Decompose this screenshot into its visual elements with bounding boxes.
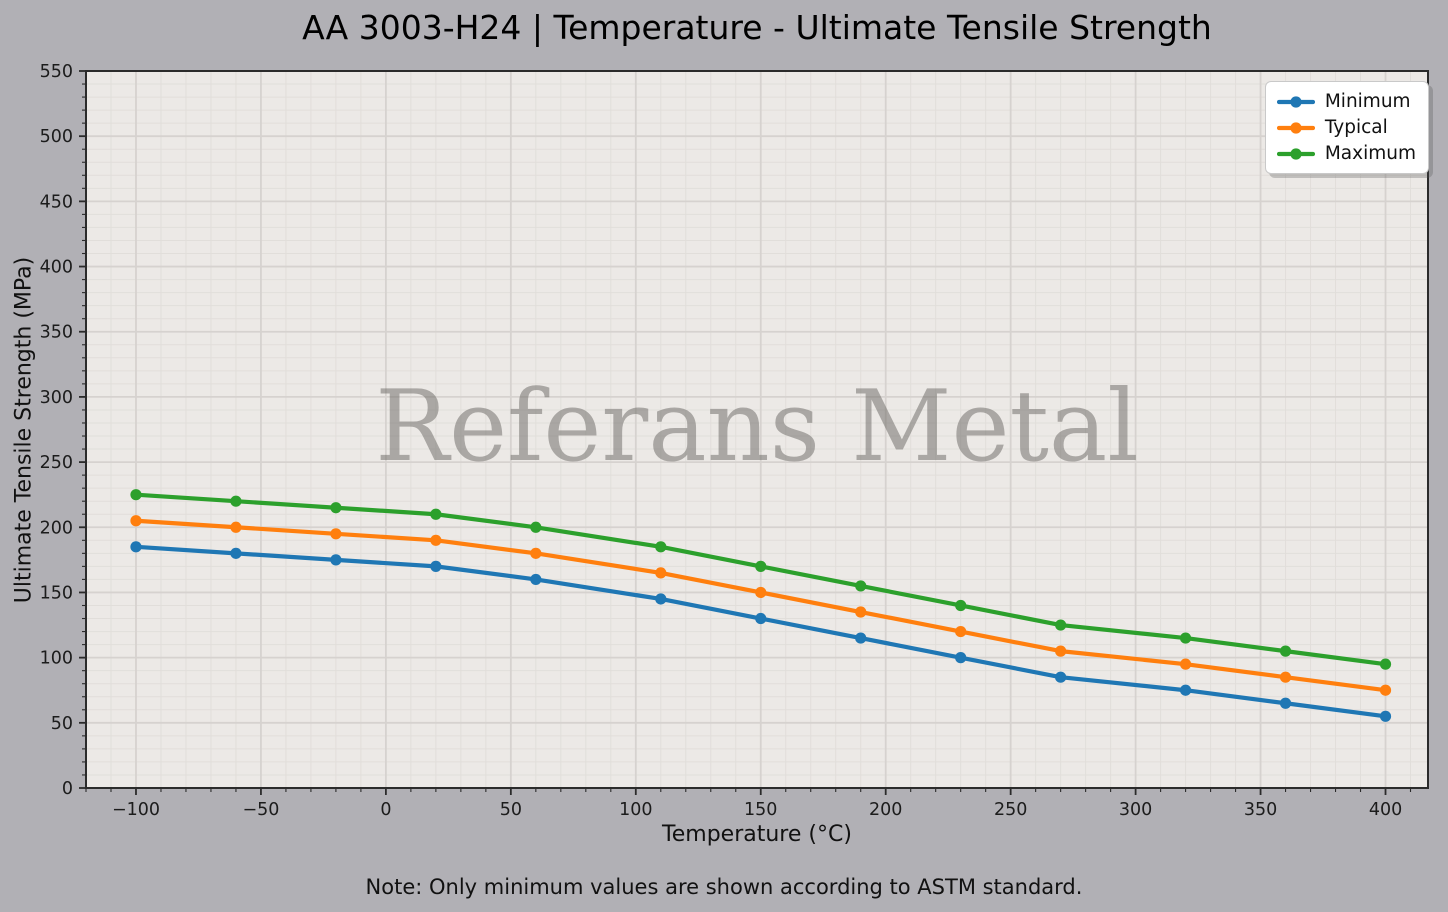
y-tick-label: 200	[40, 518, 73, 538]
legend-item-typical: Typical	[1276, 117, 1416, 138]
data-point	[655, 567, 667, 579]
data-point	[955, 652, 967, 664]
y-tick-label: 450	[40, 192, 73, 212]
x-tick-label: 350	[1244, 800, 1277, 820]
legend-label: Maximum	[1324, 143, 1416, 164]
data-point	[230, 521, 242, 533]
x-tick-label: 50	[500, 800, 522, 820]
legend-label: Minimum	[1324, 91, 1411, 112]
series-typical	[130, 515, 1392, 696]
data-point	[530, 521, 542, 533]
footnote: Note: Only minimum values are shown acco…	[365, 875, 1083, 899]
data-point	[755, 612, 767, 625]
y-axis-label: Ultimate Tensile Strength (MPa)	[11, 256, 37, 604]
data-point	[1379, 684, 1392, 696]
y-tick-label: 150	[40, 583, 73, 603]
x-tick-label: 400	[1369, 800, 1402, 820]
plot-background	[86, 71, 1428, 788]
legend-line-marker-icon	[1276, 147, 1315, 160]
legend-line-marker-icon	[1276, 95, 1315, 108]
x-tick-label: −100	[112, 800, 160, 820]
legend-label: Typical	[1324, 117, 1388, 138]
data-point	[1055, 619, 1067, 631]
data-point	[330, 502, 342, 514]
y-tick-label: 350	[40, 323, 73, 343]
data-point	[1055, 645, 1067, 657]
data-point	[1279, 645, 1292, 657]
y-tick-label: 300	[40, 388, 73, 408]
y-tick-label: 50	[51, 714, 73, 734]
data-point	[1379, 710, 1392, 722]
x-tick-labels: −100 −50 0 50 100 150 200 250 300 350 400	[112, 800, 1402, 820]
x-tick-label: 0	[380, 800, 391, 820]
data-point	[855, 580, 867, 592]
x-tick-label: 300	[1119, 800, 1152, 820]
y-tick-label: 550	[40, 62, 73, 82]
data-point	[1179, 684, 1192, 696]
data-point	[230, 547, 242, 559]
y-tick-label: 250	[40, 453, 73, 473]
data-point	[955, 599, 967, 612]
x-tick-label: 250	[994, 800, 1027, 820]
data-point	[855, 632, 867, 644]
data-point	[955, 625, 967, 638]
data-point	[130, 489, 142, 501]
y-tick-labels: 0 50 100 150 200 250 300 350 400 450 500 550	[40, 62, 73, 799]
legend-item-maximum: Maximum	[1276, 143, 1416, 164]
y-tick-label: 100	[40, 649, 73, 669]
data-point	[430, 534, 442, 546]
x-axis-label: Temperature (°C)	[662, 822, 852, 847]
data-point	[430, 508, 442, 520]
series-maximum	[130, 489, 1392, 670]
data-point	[1279, 671, 1292, 683]
data-point	[1055, 671, 1067, 683]
data-point	[1379, 658, 1392, 670]
data-point	[1279, 697, 1292, 709]
data-point	[855, 606, 867, 618]
plot-border	[85, 70, 1429, 789]
legend: Minimum Typical Maximum	[1264, 81, 1429, 174]
x-tick-label: 150	[744, 800, 777, 820]
data-point	[1179, 632, 1192, 644]
data-point	[130, 541, 142, 553]
data-point	[330, 554, 342, 566]
y-tick-label: 500	[40, 127, 73, 147]
data-point	[230, 495, 242, 507]
chart-title: AA 3003-H24 | Temperature - Ultimate Ten…	[302, 8, 1212, 47]
data-point	[130, 515, 142, 527]
data-point	[1179, 658, 1192, 670]
legend-line-marker-icon	[1276, 121, 1315, 134]
data-point	[530, 547, 542, 559]
series-minimum	[130, 541, 1392, 722]
x-tick-label: 200	[869, 800, 902, 820]
data-point	[330, 528, 342, 540]
x-tick-label: 100	[619, 800, 652, 820]
legend-item-minimum: Minimum	[1276, 91, 1416, 112]
data-point	[655, 593, 667, 605]
data-point	[655, 541, 667, 553]
data-point	[755, 560, 767, 572]
data-point	[530, 573, 542, 586]
data-point	[755, 586, 767, 599]
y-tick-label: 400	[40, 258, 73, 278]
data-point	[430, 560, 442, 572]
y-tick-label: 0	[62, 779, 73, 799]
x-tick-label: −50	[242, 800, 279, 820]
